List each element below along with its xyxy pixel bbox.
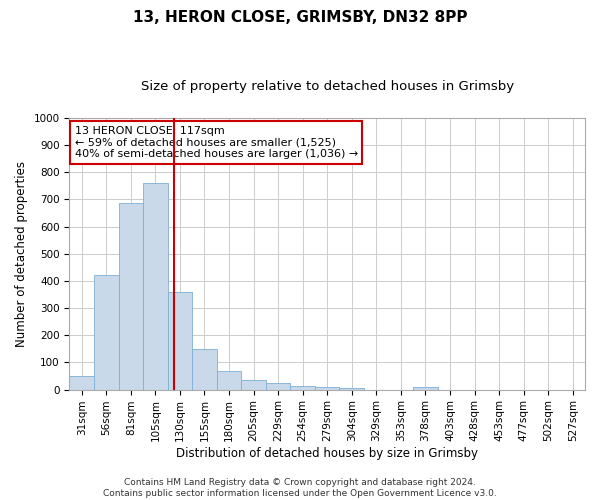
Bar (119, 204, 143, 390)
Bar (70, 376, 94, 390)
Text: 13, HERON CLOSE, GRIMSBY, DN32 8PP: 13, HERON CLOSE, GRIMSBY, DN32 8PP (133, 10, 467, 25)
Bar (167, 292, 192, 390)
Text: 13 HERON CLOSE: 117sqm
← 59% of detached houses are smaller (1,525)
40% of semi-: 13 HERON CLOSE: 117sqm ← 59% of detached… (74, 126, 358, 159)
Bar (315, 387, 340, 390)
X-axis label: Distribution of detached houses by size in Grimsby: Distribution of detached houses by size … (176, 447, 478, 460)
Bar (94, 276, 119, 390)
Bar (241, 380, 266, 390)
Title: Size of property relative to detached houses in Grimsby: Size of property relative to detached ho… (140, 80, 514, 93)
Bar (340, 388, 364, 390)
Bar (290, 386, 315, 390)
Text: Contains HM Land Registry data © Crown copyright and database right 2024.
Contai: Contains HM Land Registry data © Crown c… (103, 478, 497, 498)
Bar (143, 183, 167, 390)
Bar (192, 349, 217, 390)
Bar (266, 383, 290, 390)
Y-axis label: Number of detached properties: Number of detached properties (15, 160, 28, 346)
Bar (413, 387, 437, 390)
Bar (217, 370, 241, 390)
